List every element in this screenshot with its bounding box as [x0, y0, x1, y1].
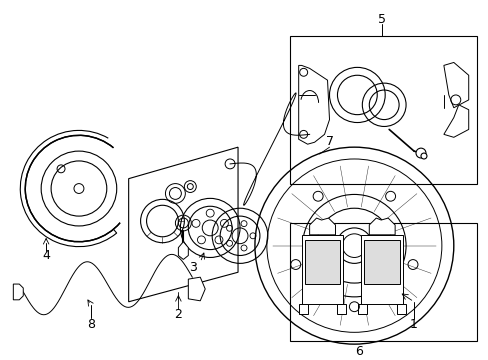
Circle shape	[420, 153, 426, 159]
Polygon shape	[188, 277, 205, 301]
Polygon shape	[364, 240, 399, 284]
Polygon shape	[301, 235, 343, 304]
Polygon shape	[368, 218, 394, 235]
Polygon shape	[358, 304, 366, 314]
Polygon shape	[309, 218, 335, 235]
Text: 1: 1	[409, 318, 417, 331]
Bar	[289, 36, 476, 184]
Polygon shape	[128, 147, 238, 302]
Polygon shape	[443, 62, 468, 108]
Polygon shape	[13, 284, 23, 300]
Polygon shape	[443, 105, 468, 137]
Text: 6: 6	[355, 345, 363, 357]
Polygon shape	[396, 304, 405, 314]
Text: 3: 3	[189, 261, 197, 274]
Polygon shape	[178, 242, 188, 260]
Polygon shape	[298, 304, 307, 314]
Text: 4: 4	[42, 249, 50, 262]
Polygon shape	[304, 240, 340, 284]
Polygon shape	[337, 304, 346, 314]
Text: 2: 2	[174, 308, 182, 321]
Text: 7: 7	[325, 135, 333, 148]
Bar	[289, 223, 476, 341]
Text: 5: 5	[377, 13, 386, 26]
Polygon shape	[298, 66, 329, 144]
Circle shape	[415, 148, 425, 158]
Polygon shape	[361, 235, 402, 304]
Text: 8: 8	[87, 318, 95, 331]
